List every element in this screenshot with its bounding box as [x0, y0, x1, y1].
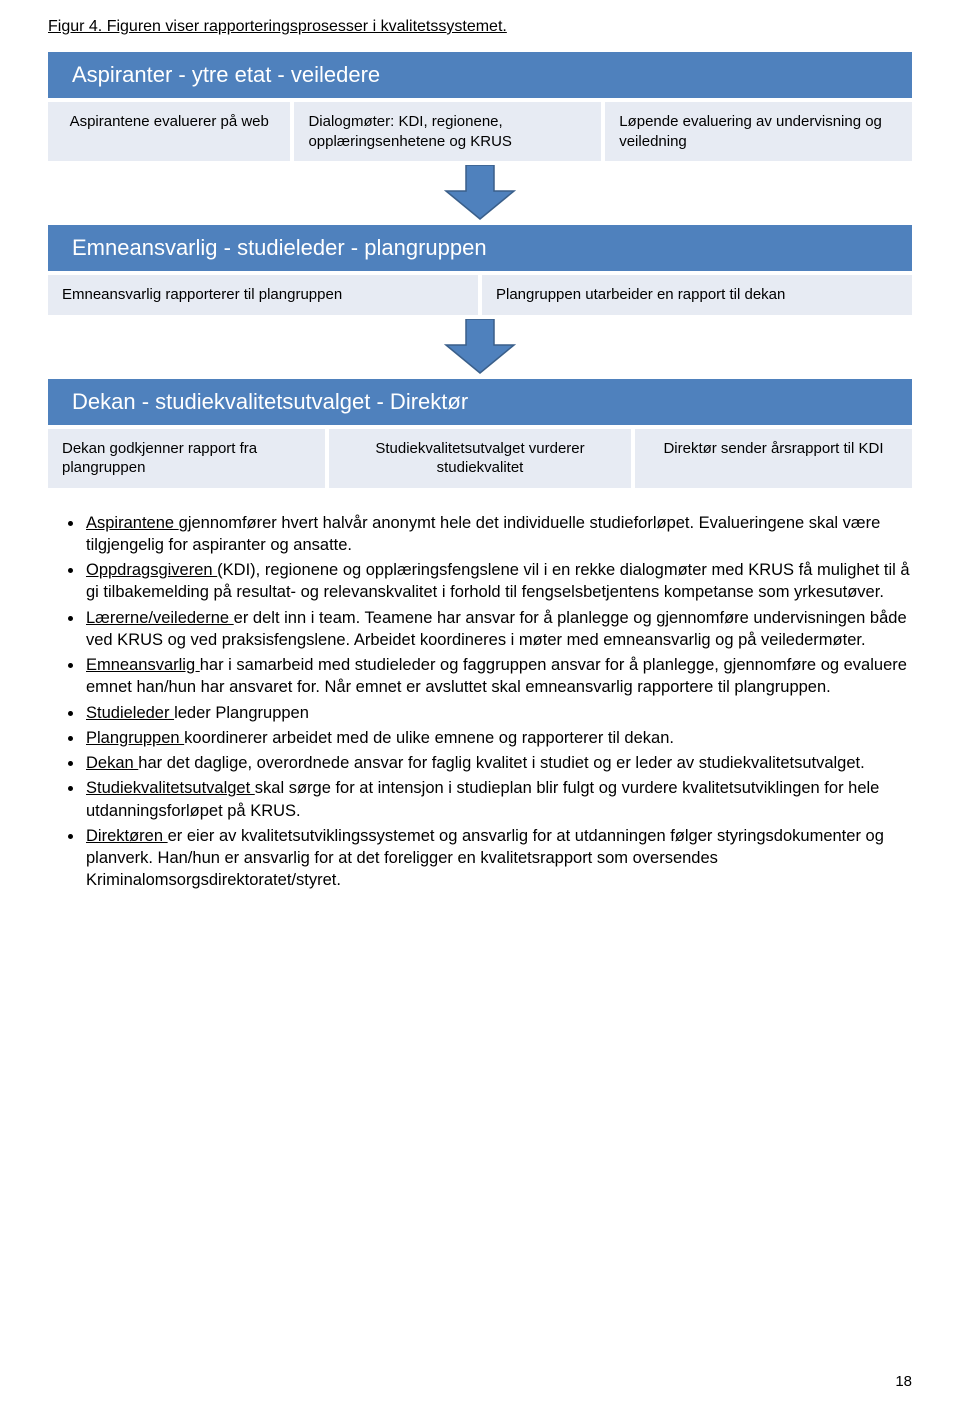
level2-cell-2: Plangruppen utarbeider en rapport til de…: [482, 275, 912, 315]
bullet-9-text: er eier av kvalitetsutviklingssystemet o…: [86, 827, 884, 890]
bullet-5-text: leder Plangruppen: [174, 704, 309, 722]
bullet-1-text: gjennomfører hvert halvår anonymt hele d…: [86, 514, 880, 554]
arrow-1: [48, 165, 912, 221]
bullet-9-term: Direktøren: [86, 827, 168, 845]
bullet-7: Dekan har det daglige, overordnede ansva…: [84, 752, 912, 774]
bullet-7-term: Dekan: [86, 754, 138, 772]
bullet-2: Oppdragsgiveren (KDI), regionene og oppl…: [84, 559, 912, 604]
level3-block: Dekan - studiekvalitetsutvalget - Direkt…: [48, 379, 912, 488]
level3-header: Dekan - studiekvalitetsutvalget - Direkt…: [48, 379, 912, 425]
bullet-3-term: Lærerne/veilederne: [86, 609, 234, 627]
level2-header: Emneansvarlig - studieleder - plangruppe…: [48, 225, 912, 271]
level1-cell-3: Løpende evaluering av undervisning og ve…: [605, 102, 912, 161]
page-number: 18: [895, 1373, 912, 1390]
bullet-6-term: Plangruppen: [86, 729, 184, 747]
level1-cell-1: Aspirantene evaluerer på web: [48, 102, 290, 161]
level3-row: Dekan godkjenner rapport fra plangruppen…: [48, 429, 912, 488]
level3-cell-1: Dekan godkjenner rapport fra plangruppen: [48, 429, 325, 488]
bullet-8: Studiekvalitetsutvalget skal sørge for a…: [84, 777, 912, 822]
level3-cell-3: Direktør sender årsrapport til KDI: [635, 429, 912, 488]
bullet-1-term: Aspirantene: [86, 514, 179, 532]
bullet-7-text: har det daglige, overordnede ansvar for …: [138, 754, 864, 772]
level1-row: Aspirantene evaluerer på web Dialogmøter…: [48, 102, 912, 161]
bullet-1: Aspirantene gjennomfører hvert halvår an…: [84, 512, 912, 557]
bullet-9: Direktøren er eier av kvalitetsutvikling…: [84, 825, 912, 892]
level3-cell-2: Studiekvalitetsutvalget vurderer studiek…: [329, 429, 631, 488]
level1-header: Aspiranter - ytre etat - veiledere: [48, 52, 912, 98]
bullet-4: Emneansvarlig har i samarbeid med studie…: [84, 654, 912, 699]
arrow-2: [48, 319, 912, 375]
level2-block: Emneansvarlig - studieleder - plangruppe…: [48, 225, 912, 315]
bullet-6: Plangruppen koordinerer arbeidet med de …: [84, 727, 912, 749]
bullet-5: Studieleder leder Plangruppen: [84, 702, 912, 724]
bullet-list: Aspirantene gjennomfører hvert halvår an…: [48, 512, 912, 892]
level1-cell-2: Dialogmøter: KDI, regionene, opplæringse…: [294, 102, 601, 161]
level1-block: Aspiranter - ytre etat - veiledere Aspir…: [48, 52, 912, 161]
bullet-4-term: Emneansvarlig: [86, 656, 200, 674]
bullet-8-term: Studiekvalitetsutvalget: [86, 779, 255, 797]
bullet-4-text: har i samarbeid med studieleder og faggr…: [86, 656, 907, 696]
bullet-3: Lærerne/veilederne er delt inn i team. T…: [84, 607, 912, 652]
bullet-2-term: Oppdragsgiveren: [86, 561, 217, 579]
bullet-6-text: koordinerer arbeidet med de ulike emnene…: [184, 729, 674, 747]
figure-caption: Figur 4. Figuren viser rapporteringspros…: [48, 18, 912, 36]
level2-row: Emneansvarlig rapporterer til plangruppe…: [48, 275, 912, 315]
level2-cell-1: Emneansvarlig rapporterer til plangruppe…: [48, 275, 478, 315]
bullet-5-term: Studieleder: [86, 704, 174, 722]
